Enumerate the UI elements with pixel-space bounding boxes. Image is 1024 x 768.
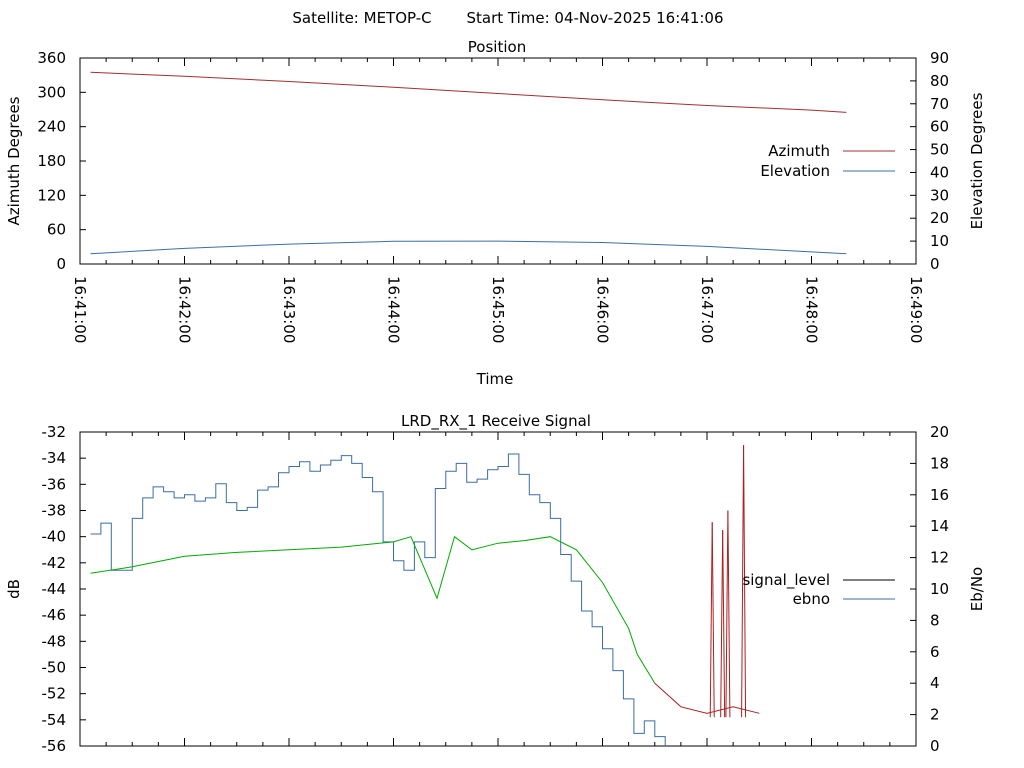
chart2-ytick-label-1: -54 xyxy=(42,711,67,729)
legend2-label-0: signal_level xyxy=(742,571,830,590)
chart1-title: Position xyxy=(468,38,526,56)
chart2-ylabel: dB xyxy=(5,579,23,599)
chart1-y2tick-label-4: 40 xyxy=(930,163,949,181)
chart2-ytick-label-9: -38 xyxy=(42,502,67,520)
chart1-ytick-label-6: 360 xyxy=(37,49,66,67)
chart1-ytick-label-1: 60 xyxy=(47,221,66,239)
chart1-y2tick-label-7: 70 xyxy=(930,95,949,113)
chart1-xlabel: Time xyxy=(476,370,514,388)
chart2-y2tick-label-10: 20 xyxy=(930,423,949,441)
chart1-xtick-label-8: 16:49:00 xyxy=(907,276,925,343)
chart2-ytick-label-10: -36 xyxy=(42,475,67,493)
chart1-xtick-label-7: 16:48:00 xyxy=(803,276,821,343)
chart2-series-signal-level xyxy=(90,535,656,684)
chart1-series-azimuth xyxy=(90,71,847,113)
position-chart: 0 60 120 180 240 300 360 0 10 20 30 40 50 60 70 80 90 16:… xyxy=(37,49,949,343)
chart2-ytick-label-6: -44 xyxy=(42,580,67,598)
chart1-y2tick-label-0: 0 xyxy=(930,255,940,273)
chart1-y2tick-label-9: 90 xyxy=(930,49,949,67)
chart1-xtick-label-1: 16:42:00 xyxy=(176,276,194,343)
chart2-ytick-label-7: -42 xyxy=(42,554,67,572)
chart2-ytick-label-8: -40 xyxy=(42,528,67,546)
chart1-xtick-label-2: 16:43:00 xyxy=(280,276,298,343)
chart2-y2tick-label-8: 16 xyxy=(930,486,949,504)
legend1-label-0: Azimuth xyxy=(768,142,830,160)
chart1-ytick-label-0: 0 xyxy=(56,255,66,273)
chart2-ytick-label-4: -48 xyxy=(42,632,67,650)
chart2-y2tick-label-4: 8 xyxy=(930,611,940,629)
chart1-ytick-label-5: 300 xyxy=(37,83,66,101)
chart2-ytick-label-11: -34 xyxy=(42,449,67,467)
chart1-y2tick-label-6: 60 xyxy=(930,118,949,136)
chart1-y2tick-label-2: 20 xyxy=(930,209,949,227)
chart2-y2label: Eb/No xyxy=(968,567,986,611)
chart2-y2tick-label-0: 0 xyxy=(930,737,940,755)
satellite-label: Satellite: METOP-C xyxy=(292,9,431,27)
chart2-spike-down-1 xyxy=(722,530,726,718)
receive-signal-chart: -56 -54 -52 -50 -48 -46 -44 -42 -40 -38 -36 -34 -32 0… xyxy=(42,423,950,755)
chart1-ytick-label-4: 240 xyxy=(37,118,66,136)
chart2-ytick-label-0: -56 xyxy=(42,737,67,755)
chart2-spike-up-1 xyxy=(720,530,724,718)
chart2-spike-down-0 xyxy=(711,522,715,718)
chart1-y2tick-label-1: 10 xyxy=(930,232,949,250)
chart2-y2tick-label-2: 4 xyxy=(930,674,940,692)
legend2-label-1: ebno xyxy=(793,590,830,608)
position-legend: Azimuth Elevation xyxy=(760,142,895,180)
chart1-y2label: Elevation Degrees xyxy=(968,92,986,229)
chart1-y2tick-label-3: 30 xyxy=(930,186,949,204)
chart1-xtick-label-6: 16:47:00 xyxy=(698,276,716,343)
chart2-spike-down-3 xyxy=(743,445,747,718)
chart1-y2tick-label-5: 50 xyxy=(930,141,949,159)
legend1-label-1: Elevation xyxy=(760,162,830,180)
chart1-xtick-label-4: 16:45:00 xyxy=(489,276,507,343)
chart2-spike-up-3 xyxy=(741,445,745,718)
chart1-ylabel: Azimuth Degrees xyxy=(5,96,23,225)
chart2-spike-up-2 xyxy=(725,510,729,718)
chart2-y2tick-label-5: 10 xyxy=(930,580,949,598)
chart2-series-ebno xyxy=(90,453,666,746)
chart2-ytick-label-3: -50 xyxy=(42,659,67,677)
chart2-ytick-label-5: -46 xyxy=(42,606,67,624)
start-time-label: Start Time: 04-Nov-2025 16:41:06 xyxy=(466,9,723,27)
chart1-xtick-label-5: 16:46:00 xyxy=(594,276,612,343)
chart2-title: LRD_RX_1 Receive Signal xyxy=(401,412,591,431)
chart1-xtick-label-3: 16:44:00 xyxy=(385,276,403,343)
chart2-y2tick-label-6: 12 xyxy=(930,549,949,567)
chart1-series-elevation xyxy=(90,240,847,255)
chart1-xtick-label-0: 16:41:00 xyxy=(71,276,89,343)
chart2-ytick-label-2: -52 xyxy=(42,685,67,703)
chart2-y2tick-label-7: 14 xyxy=(930,517,949,535)
chart2-y2tick-label-9: 18 xyxy=(930,454,949,472)
chart2-spike-down-2 xyxy=(727,510,731,718)
chart2-y2tick-label-3: 6 xyxy=(930,643,940,661)
chart1-ytick-label-3: 180 xyxy=(37,152,66,170)
chart2-ytick-label-12: -32 xyxy=(42,423,67,441)
chart1-ytick-label-2: 120 xyxy=(37,186,66,204)
chart2-y2tick-label-1: 2 xyxy=(930,706,940,724)
chart2-spike-up-0 xyxy=(709,522,713,718)
chart1-y2tick-label-8: 80 xyxy=(930,72,949,90)
